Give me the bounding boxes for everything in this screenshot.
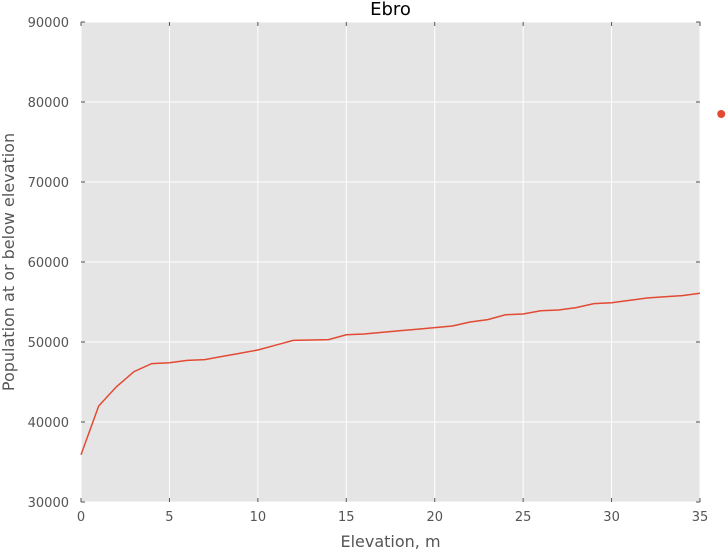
x-tick-label: 25 [515,510,532,525]
data-point [717,110,726,118]
data-series [80,292,701,456]
y-tick-label: 30000 [28,496,69,511]
x-tick-label: 5 [165,510,173,525]
outlier-marker [717,110,726,118]
y-tick-labels: 30000 40000 50000 60000 70000 80000 90000 [28,16,69,511]
y-tick-label: 50000 [28,336,69,351]
x-tick-label: 20 [426,510,443,525]
x-tick-labels: 0 5 10 15 20 25 30 35 [77,510,708,525]
series-line [80,292,701,456]
x-tick-label: 30 [603,510,620,525]
x-tick-label: 10 [250,510,267,525]
y-tick-label: 90000 [28,16,69,31]
x-tick-label: 35 [692,510,709,525]
y-tick-label: 70000 [28,176,69,191]
y-tick-label: 60000 [28,256,69,271]
y-axis-label: Population at or below elevation [0,133,18,391]
x-tick-label: 15 [338,510,355,525]
chart-title: Ebro [370,0,411,20]
x-axis-label: Elevation, m [340,532,440,550]
axis-ticks [80,21,701,503]
y-tick-label: 40000 [28,416,69,431]
y-tick-label: 80000 [28,96,69,111]
x-tick-label: 0 [77,510,85,525]
